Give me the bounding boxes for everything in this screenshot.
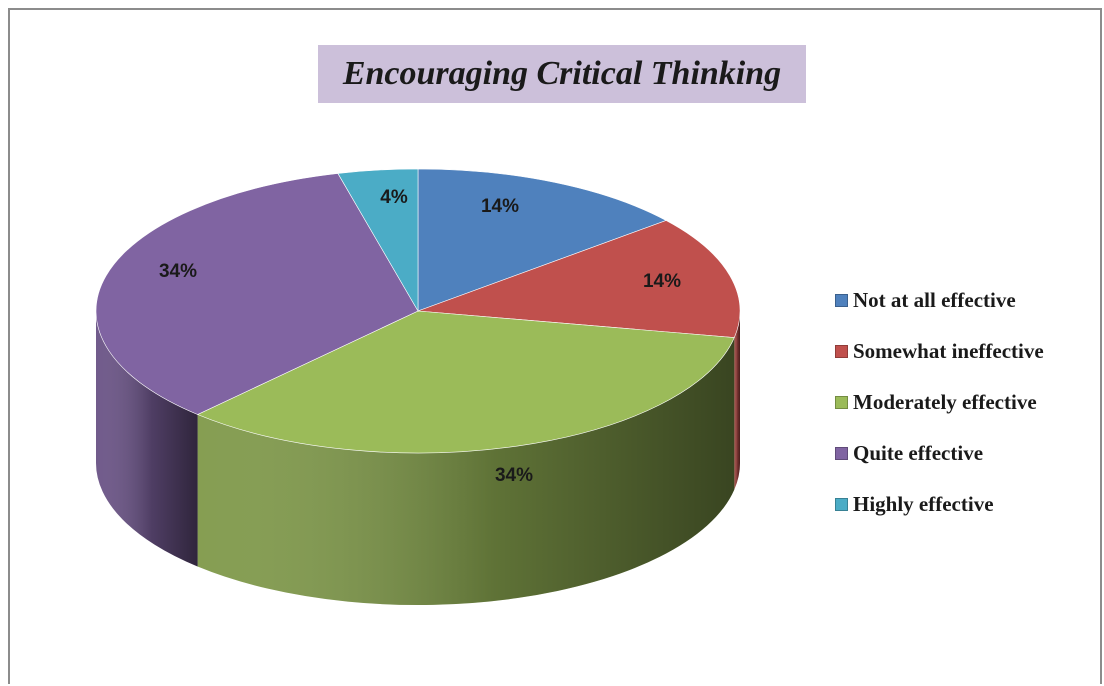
- legend-swatch: [835, 447, 848, 460]
- pie-side-moderately-effective-shading: [197, 337, 735, 605]
- legend-item-moderately-effective: Moderately effective: [835, 377, 1044, 428]
- legend-item-not-at-all-effective: Not at all effective: [835, 275, 1044, 326]
- legend-label: Somewhat ineffective: [853, 339, 1044, 363]
- legend-item-quite-effective: Quite effective: [835, 428, 1044, 479]
- chart-title: Encouraging Critical Thinking: [342, 55, 782, 92]
- legend-label: Moderately effective: [853, 390, 1037, 414]
- legend-swatch: [835, 294, 848, 307]
- pie-tops: [95, 168, 741, 454]
- legend-item-somewhat-ineffective: Somewhat ineffective: [835, 326, 1044, 377]
- legend: Not at all effective Somewhat ineffectiv…: [835, 275, 1044, 530]
- data-label-quite-effective: 34%: [159, 261, 197, 282]
- legend-swatch: [835, 396, 848, 409]
- pie-slice-somewhat-ineffective: [417, 220, 741, 338]
- pie-slice-highly-effective: [337, 168, 419, 313]
- pie-side-somewhat-ineffective-shading: [734, 311, 740, 490]
- pie-slice-quite-effective: [95, 173, 419, 415]
- pie-slice-moderately-effective: [196, 310, 735, 454]
- data-label-moderately-effective: 34%: [495, 465, 533, 486]
- data-label-highly-effective: 4%: [380, 187, 408, 208]
- legend-label: Not at all effective: [853, 288, 1016, 312]
- legend-label: Quite effective: [853, 441, 984, 465]
- pie-sides: [96, 311, 740, 605]
- legend-swatch: [835, 345, 848, 358]
- data-label-somewhat-ineffective: 14%: [643, 271, 681, 292]
- pie-side-quite-effective-shading: [96, 311, 198, 567]
- pie-labels: 14% 14% 34% 34% 4%: [159, 187, 681, 486]
- legend-swatch: [835, 498, 848, 511]
- legend-item-highly-effective: Highly effective: [835, 479, 1044, 530]
- legend-label: Highly effective: [853, 492, 994, 516]
- pie-slice-not-at-all-effective: [417, 168, 667, 312]
- data-label-not-at-all-effective: 14%: [481, 196, 519, 217]
- chart-title-box: Encouraging Critical Thinking: [318, 45, 806, 103]
